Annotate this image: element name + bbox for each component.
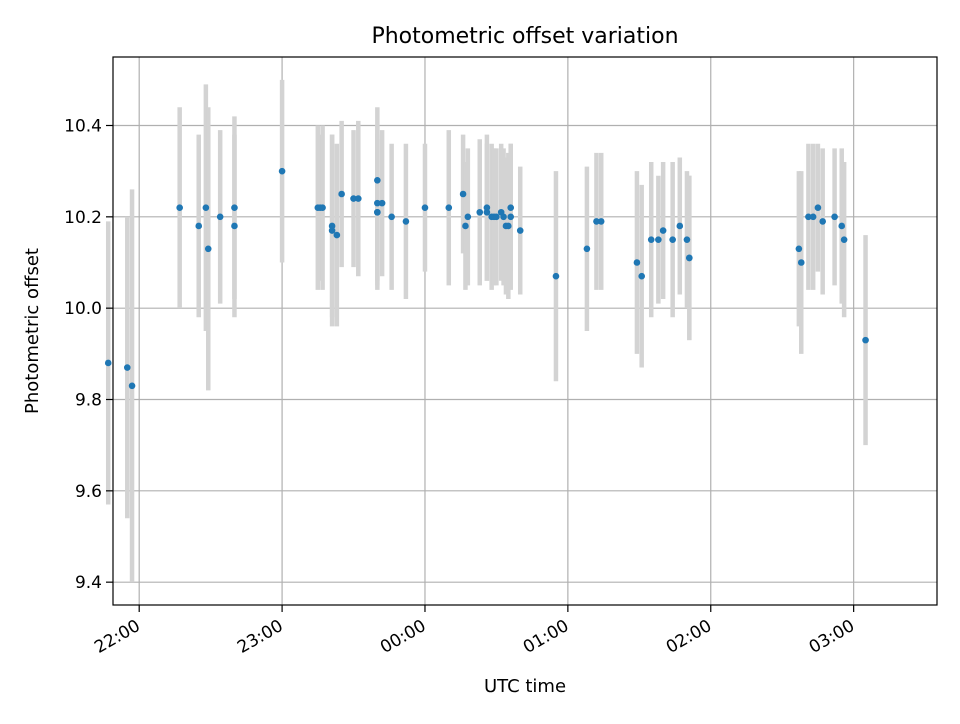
data-point	[659, 227, 667, 234]
data-point	[500, 213, 507, 221]
data-point	[593, 218, 600, 225]
data-point	[862, 336, 869, 344]
data-point	[333, 231, 341, 239]
data-point	[374, 177, 381, 184]
data-point	[374, 208, 381, 216]
y-tick-label: 10.0	[64, 299, 102, 319]
data-point	[176, 204, 183, 211]
data-point	[216, 213, 224, 221]
plot-frame	[112, 56, 938, 606]
data-point	[483, 204, 491, 211]
data-point	[655, 236, 662, 243]
data-point	[676, 222, 684, 230]
data-point	[402, 218, 410, 225]
data-point	[388, 213, 395, 221]
y-tick-label: 9.6	[75, 482, 102, 502]
data-point	[421, 204, 429, 211]
data-point	[328, 222, 336, 230]
data-point	[354, 195, 362, 202]
data-point	[809, 213, 817, 221]
data-point	[462, 222, 469, 230]
data-point	[476, 208, 484, 216]
data-point	[840, 236, 848, 243]
data-point	[838, 222, 846, 230]
data-point	[378, 199, 386, 207]
y-tick-label: 9.8	[75, 391, 102, 411]
data-point	[805, 213, 812, 221]
y-tick-label: 9.4	[75, 573, 102, 593]
y-tick-label: 10.4	[64, 117, 102, 137]
data-point	[797, 259, 805, 266]
data-point	[278, 167, 286, 175]
data-point	[123, 364, 131, 371]
data-point	[638, 272, 645, 280]
data-point	[374, 199, 381, 207]
y-axis-ticks: 9.4 9.6 9.8 10.0 10.2 10.4	[64, 117, 113, 593]
x-axis-label: UTC time	[484, 676, 566, 697]
data-point	[483, 208, 491, 216]
data-point	[516, 227, 524, 234]
data-point	[683, 236, 691, 243]
data-point	[464, 213, 472, 221]
data-point	[597, 218, 605, 225]
data-point	[507, 213, 515, 221]
data-point	[505, 222, 512, 230]
data-point	[819, 218, 826, 225]
data-point	[195, 222, 203, 230]
data-point	[686, 254, 693, 262]
data-point	[338, 190, 345, 198]
chart-title: Photometric offset variation	[371, 24, 678, 49]
data-point	[445, 204, 453, 211]
data-point	[104, 359, 112, 367]
data-point	[328, 227, 336, 234]
data-point	[202, 204, 210, 211]
data-point	[814, 204, 822, 211]
data-point	[493, 213, 500, 221]
data-point	[128, 382, 136, 390]
data-point	[669, 236, 676, 243]
data-point	[231, 222, 238, 230]
data-point	[350, 195, 357, 202]
data-point	[583, 245, 591, 253]
data-point	[831, 213, 838, 221]
data-point	[552, 272, 560, 280]
data-point	[647, 236, 655, 243]
data-point	[204, 245, 212, 253]
data-point	[459, 190, 467, 198]
data-point	[795, 245, 803, 253]
point-layer	[104, 167, 869, 390]
y-axis-label: Photometric offset	[22, 248, 43, 414]
data-point	[319, 204, 326, 211]
data-point	[507, 204, 515, 211]
y-tick-label: 10.2	[64, 208, 102, 228]
data-point	[231, 204, 238, 211]
data-point	[633, 259, 641, 266]
